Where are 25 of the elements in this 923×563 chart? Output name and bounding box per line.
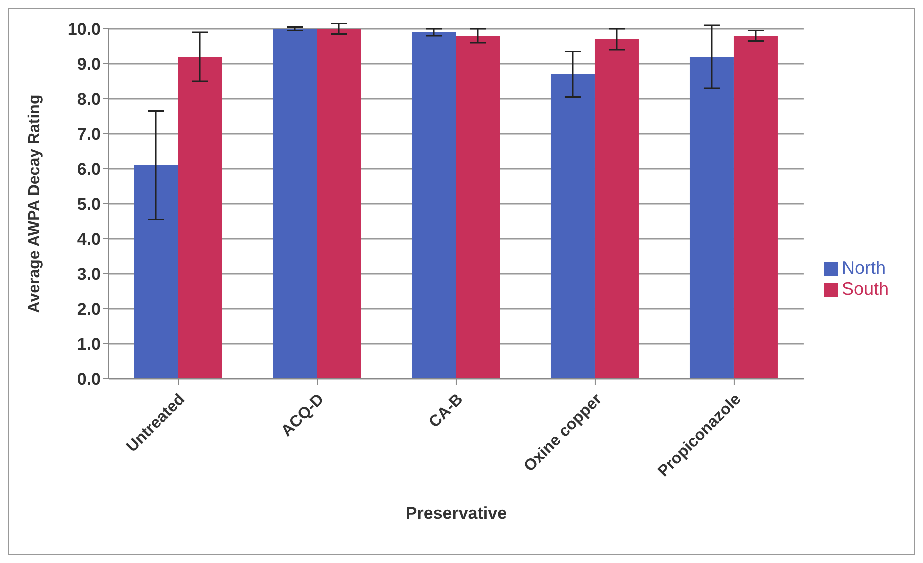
y-tick-label: 7.0 [77,125,101,144]
legend-label: North [842,258,886,278]
y-tick-label: 8.0 [77,90,101,110]
bar [456,36,500,379]
y-tick-label: 4.0 [77,230,101,250]
bar [178,57,222,379]
bar [134,166,178,379]
bar [734,36,778,379]
y-tick-label: 0.0 [77,370,101,390]
y-tick-label: 5.0 [77,195,101,214]
y-tick-label: 3.0 [77,265,101,284]
x-axis-title: Preservative [406,504,508,523]
y-axis-title: Average AWPA Decay Rating [26,94,44,314]
bar [317,29,362,379]
y-tick-label: 6.0 [77,160,101,180]
bar [273,29,318,379]
bar [550,74,595,379]
bar [690,57,734,379]
bar [412,32,456,379]
y-tick-label: 10.0 [68,20,101,40]
bar [594,40,639,379]
legend-label: South [842,279,889,299]
y-tick-label: 2.0 [77,300,101,320]
y-tick-label: 9.0 [77,55,101,74]
y-tick-label: 1.0 [77,335,101,354]
